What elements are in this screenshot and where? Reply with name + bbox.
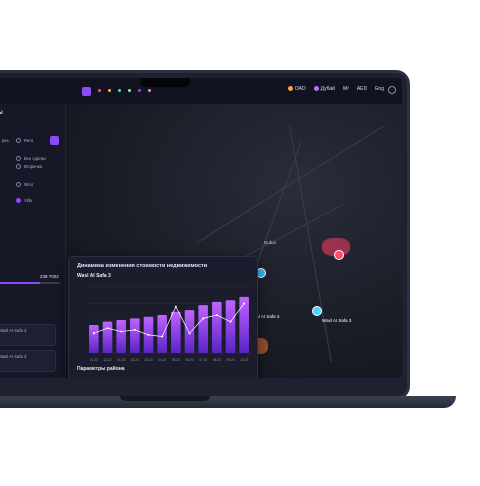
color-dot <box>148 89 151 92</box>
chart-bar <box>184 310 195 353</box>
analytics-panel: Динамика изменения стоимости недвижимост… <box>68 256 258 378</box>
x-tick-label: 05.23 <box>172 358 180 362</box>
map-pin-icon[interactable] <box>334 250 344 260</box>
project-card[interactable]: Wasl AI Safa 3 <box>0 350 56 372</box>
chart-bar <box>116 320 126 353</box>
series-point <box>133 328 136 331</box>
topbar-item[interactable]: M² <box>342 86 349 92</box>
x-tick-label: 03.23 <box>145 358 153 362</box>
filter-option[interactable]: Rent <box>16 138 33 143</box>
color-dot <box>98 89 101 92</box>
x-tick-label: 12.22 <box>104 358 112 362</box>
x-tick-label: 08.23 <box>213 358 221 362</box>
x-tick-label: 04.23 <box>158 358 166 362</box>
series-point <box>215 314 218 317</box>
series-point <box>229 320 232 323</box>
top-bar-controls: OAD Дубай M² AED Eng <box>287 86 384 92</box>
series-point <box>92 332 95 335</box>
topbar-item[interactable]: Eng <box>375 86 384 92</box>
panel-title: Динамика изменения стоимости недвижимост… <box>77 263 208 269</box>
series-point <box>243 302 246 305</box>
chart-bar <box>212 301 222 353</box>
map-label: Dubai <box>264 240 276 245</box>
filter-option[interactable]: Вторичка <box>16 164 42 169</box>
filter-option[interactable]: Villa <box>16 198 32 203</box>
profile-icon[interactable] <box>388 86 396 94</box>
x-tick-label: 11.22 <box>90 358 98 362</box>
x-tick-label: 07.23 <box>199 358 207 362</box>
map-label: Wasl AI Safa 3 <box>322 318 352 323</box>
laptop-base <box>0 396 456 408</box>
filter-option[interactable]: Флэт <box>16 182 33 187</box>
param-row: Средняя стоимость за 1м²3 000 000$ <box>169 377 249 378</box>
laptop-screen: Wasl AI Safa 3 Wasl AI Safa 3 Dubai OAD Д… <box>0 78 402 378</box>
map-pin-icon[interactable] <box>312 306 322 316</box>
project-card[interactable]: Wasl AI Safa 3 <box>0 324 56 346</box>
topbar-item[interactable]: OAD <box>287 86 306 92</box>
top-bar: OAD Дубай M² AED Eng <box>0 78 402 104</box>
topbar-item[interactable]: AED <box>356 86 368 92</box>
series-point <box>202 317 205 320</box>
map-label: Wasl AI Safa 3 <box>250 314 280 319</box>
sidebar-title: ры <box>0 110 3 116</box>
series-point <box>120 330 123 333</box>
app-logo-icon[interactable] <box>82 87 91 96</box>
filter-option[interactable]: Все сделки <box>16 156 46 161</box>
chart-bar <box>102 321 113 353</box>
filter-button[interactable] <box>50 136 59 145</box>
filter-option[interactable]: рка <box>2 138 9 143</box>
topbar-item[interactable]: Дубай <box>313 86 335 92</box>
series-point <box>174 305 177 308</box>
filters-sidebar: ры рка Rent Все сделки Вторичка Флэт Vil… <box>0 104 66 378</box>
laptop-base-notch <box>120 396 210 401</box>
color-dot <box>138 89 141 92</box>
series-point <box>188 332 191 335</box>
color-dots <box>98 89 151 92</box>
color-dot <box>108 89 111 92</box>
x-tick-label: 01.23 <box>117 358 125 362</box>
series-point <box>147 333 150 336</box>
chart-bar <box>239 296 249 353</box>
x-tick-label: 10.23 <box>240 358 248 362</box>
x-tick-label: 02.23 <box>131 358 139 362</box>
price-chart: 11.22 12.22 01.23 02.23 03.23 04.23 05.23 06.23… <box>87 286 251 362</box>
chart-bar <box>225 300 236 353</box>
series-line <box>93 303 245 337</box>
series-point <box>161 335 164 338</box>
chart-bar <box>89 324 99 353</box>
panel-subtitle: Wasl AI Safa 3 <box>77 273 111 279</box>
chart-bar <box>157 315 167 353</box>
camera-notch <box>140 78 190 87</box>
price-slider[interactable] <box>0 282 60 284</box>
x-tick-label: 06.23 <box>186 358 194 362</box>
color-dot <box>118 89 121 92</box>
range-value: 239 7002 <box>40 274 59 279</box>
x-tick-label: 09.23 <box>227 358 235 362</box>
params-title: Параметры района <box>77 366 125 372</box>
chart-bar <box>198 305 208 353</box>
param-row: Средняя стоимость за 1м²3221 AED <box>77 377 157 378</box>
series-point <box>106 327 109 330</box>
color-dot <box>128 89 131 92</box>
chart-bar <box>171 311 181 353</box>
chart-bar <box>130 318 140 353</box>
